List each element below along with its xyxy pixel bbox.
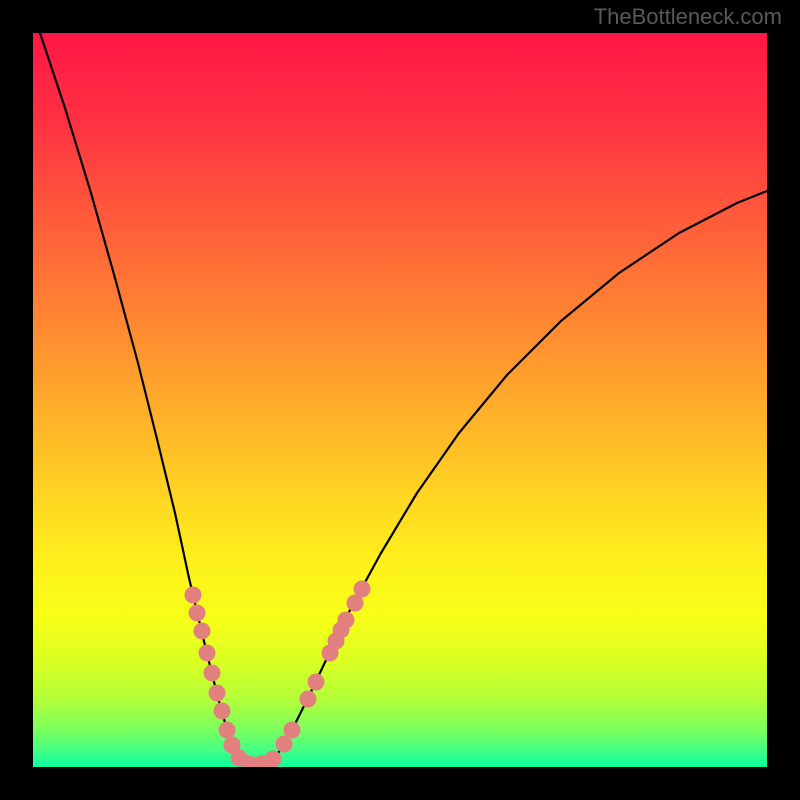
chart-area — [33, 33, 767, 767]
marker-point — [199, 645, 216, 662]
marker-point — [308, 674, 325, 691]
marker-point — [204, 665, 221, 682]
marker-point — [214, 703, 231, 720]
marker-point — [194, 623, 211, 640]
marker-point — [185, 587, 202, 604]
marker-point — [338, 612, 355, 629]
watermark-text: TheBottleneck.com — [594, 4, 782, 30]
gradient-background — [33, 33, 767, 767]
marker-point — [284, 722, 301, 739]
marker-point — [189, 605, 206, 622]
marker-point — [265, 751, 282, 768]
marker-point — [219, 722, 236, 739]
marker-point — [209, 685, 226, 702]
marker-point — [354, 581, 371, 598]
chart-svg — [33, 33, 767, 767]
marker-point — [300, 691, 317, 708]
